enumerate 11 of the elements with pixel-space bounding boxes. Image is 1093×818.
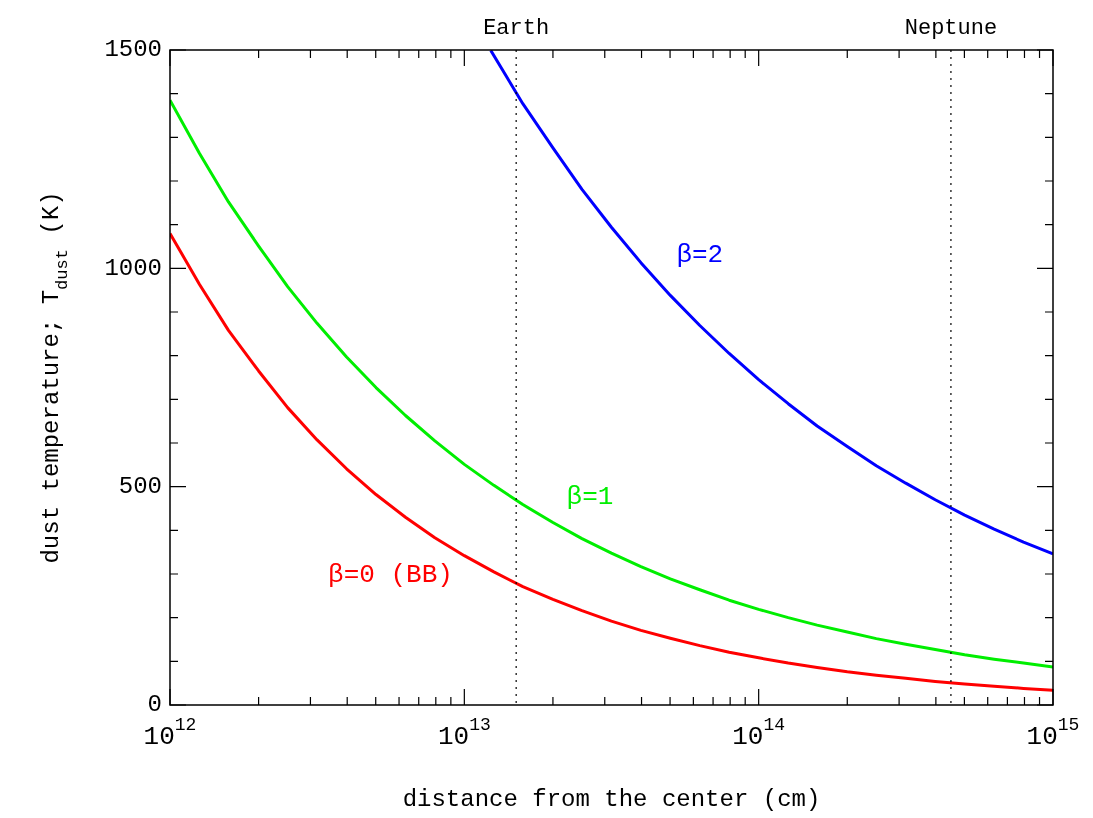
y-tick-label: 500	[118, 473, 162, 501]
series-label: β=0 (BB)	[328, 560, 453, 591]
y-tick-label: 0	[147, 691, 162, 719]
y-axis-title: dust temperature; Tdust (K)	[38, 191, 73, 564]
x-axis-title: distance from the center (cm)	[402, 786, 821, 814]
ref-line-label: Earth	[483, 15, 550, 41]
y-tick-label: 1500	[104, 36, 162, 64]
series-label: β=2	[676, 240, 724, 271]
series-label: β=1	[566, 481, 614, 512]
y-tick-label: 1000	[104, 254, 162, 282]
ref-line-label: Neptune	[904, 15, 998, 41]
